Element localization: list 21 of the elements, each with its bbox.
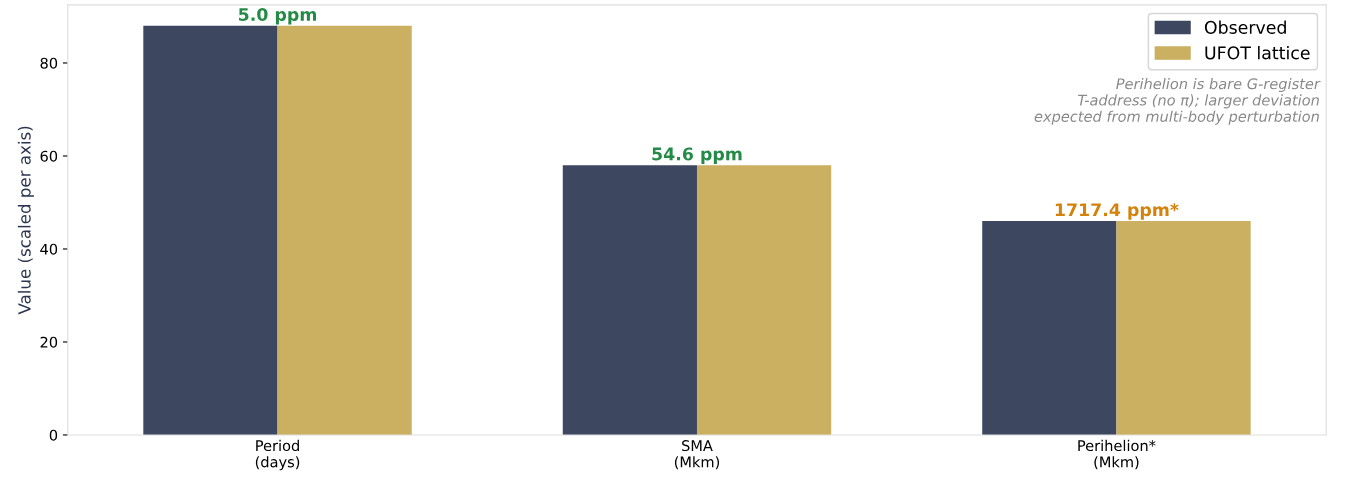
bar [143, 25, 278, 435]
bar [1116, 221, 1251, 435]
y-tick-label: 80 [40, 57, 58, 69]
x-tick-label: SMA (Mkm) [674, 440, 720, 470]
legend-label: UFOT lattice [1205, 45, 1310, 60]
annotation: 54.6 ppm [652, 147, 742, 164]
bar [982, 221, 1117, 435]
legend-label: Observed [1204, 20, 1286, 34]
annotation: 5.0 ppm [239, 7, 317, 25]
x-tick-label: Perihelion* (Mkm) [1078, 439, 1156, 470]
bar [277, 25, 412, 435]
y-tick-label: 20 [40, 336, 58, 348]
y-tick-label: 60 [40, 150, 58, 162]
y-axis-title: Value (scaled per axis) [17, 126, 34, 315]
annotation: Perihelion is bare G-register T-address (no π); larger deviation expected from multi-body perturbation [1034, 77, 1321, 125]
bar [562, 165, 697, 435]
bar [696, 165, 832, 435]
y-tick-label: 0 [49, 429, 58, 441]
x-tick-label: Period (days) [255, 439, 300, 471]
y-tick-label: 40 [40, 243, 58, 255]
annotation: 1717.4 ppm* [1055, 203, 1179, 220]
